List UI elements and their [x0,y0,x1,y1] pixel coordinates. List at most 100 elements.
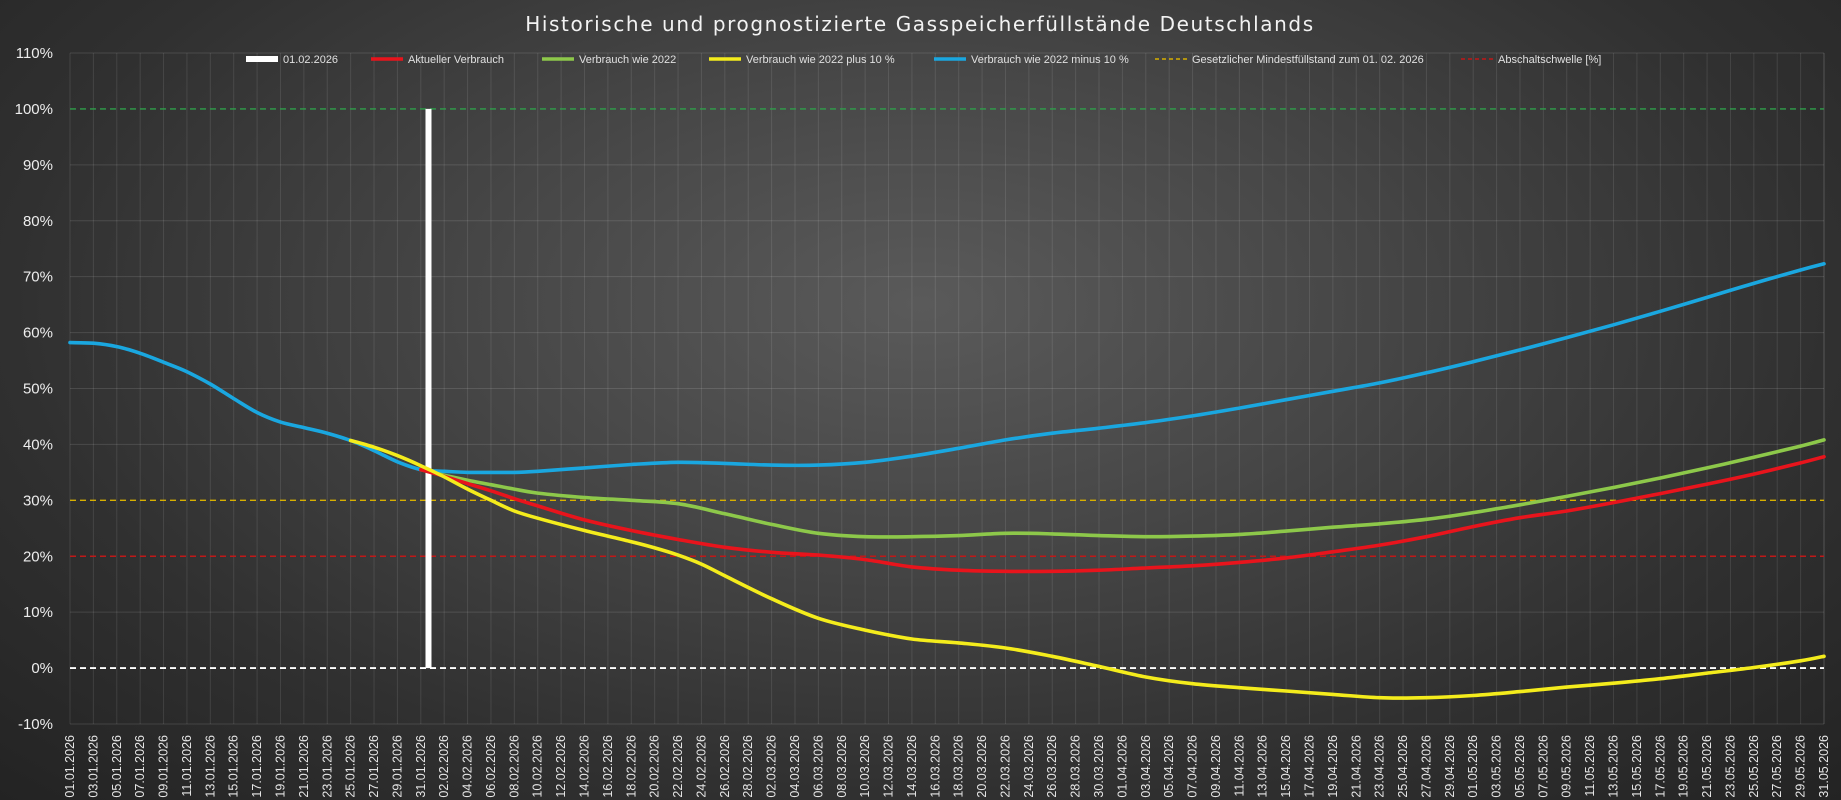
y-tick-label: -10% [18,716,53,733]
series-layer [68,262,1826,700]
x-tick-label: 15.05.2026 [1630,735,1644,798]
legend-label: Verbrauch wie 2022 minus 10 % [971,54,1129,66]
x-tick-label: 09.04.2026 [1209,735,1223,798]
y-tick-label: 80% [23,213,53,230]
legend-label: Abschaltschwelle [%] [1498,54,1601,66]
x-tick-label: 10.03.2026 [858,735,872,798]
x-tick-label: 03.01.2026 [86,735,100,798]
x-tick-label: 24.02.2026 [694,735,708,798]
x-tick-label: 13.04.2026 [1256,735,1270,798]
x-tick-label: 29.05.2026 [1794,735,1808,798]
series-line [419,438,1826,539]
x-tick-label: 31.01.2026 [414,735,428,798]
x-tick-label: 13.01.2026 [203,735,217,798]
x-tick-label: 02.02.2026 [437,735,451,798]
x-tick-label: 15.04.2026 [1279,735,1293,798]
x-tick-label: 24.03.2026 [1022,735,1036,798]
x-tick-label: 14.03.2026 [905,735,919,798]
x-tick-label: 28.02.2026 [741,735,755,798]
x-tick-label: 07.04.2026 [1186,735,1200,798]
x-tick-label: 26.02.2026 [718,735,732,798]
x-tick-label: 22.03.2026 [998,735,1012,798]
chart-title: Historische und prognostizierte Gasspeic… [525,12,1315,36]
x-tick-label: 18.02.2026 [624,735,638,798]
x-tick-label: 01.05.2026 [1466,735,1480,798]
y-axis-ticks: 110% 100% 90% 80% 70% 60% 50% 40% 30% 20% 10% 0% -10… [15,45,53,733]
x-tick-label: 25.01.2026 [344,735,358,798]
x-tick-label: 23.01.2026 [320,735,334,798]
x-tick-label: 10.02.2026 [531,735,545,798]
x-tick-label: 16.02.2026 [601,735,615,798]
x-tick-label: 21.04.2026 [1349,735,1363,798]
x-tick-label: 04.03.2026 [788,735,802,798]
legend-label: Verbrauch wie 2022 plus 10 % [746,54,895,66]
x-tick-label: 04.02.2026 [461,735,475,798]
x-tick-label: 19.05.2026 [1677,735,1691,798]
legend-label: 01.02.2026 [283,54,338,66]
x-tick-label: 19.01.2026 [273,735,287,798]
x-tick-label: 07.01.2026 [133,735,147,798]
legend-label: Aktueller Verbrauch [408,54,504,66]
x-tick-label: 08.03.2026 [835,735,849,798]
y-tick-label: 30% [23,492,53,509]
y-tick-label: 70% [23,269,53,286]
x-tick-label: 01.01.2026 [63,735,77,798]
x-tick-label: 26.03.2026 [1045,735,1059,798]
x-tick-label: 12.03.2026 [882,735,896,798]
x-tick-label: 29.04.2026 [1443,735,1457,798]
x-tick-label: 05.01.2026 [110,735,124,798]
x-tick-label: 23.04.2026 [1373,735,1387,798]
reference-lines [70,108,1824,669]
x-tick-label: 19.04.2026 [1326,735,1340,798]
legend-label: Verbrauch wie 2022 [579,54,676,66]
x-tick-label: 11.05.2026 [1583,735,1597,797]
y-tick-label: 60% [23,325,53,342]
x-tick-label: 28.03.2026 [1069,735,1083,798]
x-tick-label: 20.03.2026 [975,735,989,798]
x-tick-label: 05.05.2026 [1513,735,1527,798]
x-tick-label: 01.04.2026 [1115,735,1129,798]
x-tick-label: 31.05.2026 [1817,735,1831,798]
x-tick-label: 02.03.2026 [765,735,779,798]
x-tick-label: 25.05.2026 [1747,735,1761,798]
x-tick-label: 25.04.2026 [1396,735,1410,798]
x-tick-label: 17.01.2026 [250,735,264,798]
x-tick-label: 23.05.2026 [1723,735,1737,798]
y-tick-label: 100% [15,101,53,118]
x-tick-label: 21.01.2026 [297,735,311,798]
x-tick-label: 27.04.2026 [1419,735,1433,798]
x-tick-label: 08.02.2026 [507,735,521,798]
x-tick-label: 27.01.2026 [367,735,381,798]
grid-layer [69,52,1825,725]
x-tick-label: 18.03.2026 [952,735,966,798]
x-tick-label: 22.02.2026 [671,735,685,798]
x-tick-label: 06.02.2026 [484,735,498,798]
x-tick-label: 03.04.2026 [1139,735,1153,798]
x-tick-label: 16.03.2026 [928,735,942,798]
x-tick-label: 21.05.2026 [1700,735,1714,798]
x-tick-label: 07.05.2026 [1536,735,1550,798]
x-tick-label: 17.05.2026 [1653,735,1667,798]
y-tick-label: 90% [23,157,53,174]
x-tick-label: 05.04.2026 [1162,735,1176,798]
x-tick-label: 13.05.2026 [1607,735,1621,798]
y-tick-label: 40% [23,436,53,453]
y-tick-label: 20% [23,548,53,565]
series-line [68,262,1826,475]
x-tick-label: 09.01.2026 [157,735,171,798]
x-tick-label: 03.05.2026 [1490,735,1504,798]
x-axis-ticks: 01.01.2026 03.01.2026 05.01.2026 07.01.2026… [63,735,1831,798]
x-tick-label: 11.01.2026 [180,735,194,797]
y-tick-label: 50% [23,381,53,398]
x-tick-label: 29.01.2026 [390,735,404,798]
legend: 01.02.2026 Aktueller Verbrauch Verbrauch w… [246,54,1601,66]
y-tick-label: 10% [23,604,53,621]
y-tick-label: 110% [16,45,53,62]
x-tick-label: 09.05.2026 [1560,735,1574,798]
x-tick-label: 12.02.2026 [554,735,568,798]
y-tick-label: 0% [31,660,53,677]
x-tick-label: 06.03.2026 [811,735,825,798]
x-tick-label: 15.01.2026 [227,735,241,798]
